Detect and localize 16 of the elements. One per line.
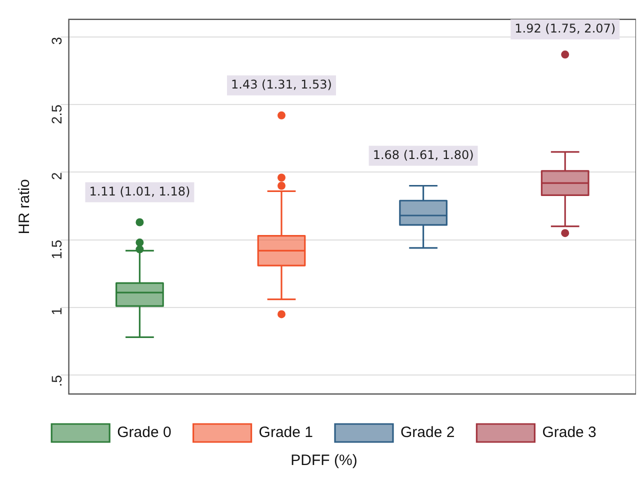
legend-label: Grade 0 [117, 424, 172, 442]
annotation: 1.43 (1.31, 1.53) [231, 78, 332, 92]
annotation: 1.68 (1.61, 1.80) [372, 148, 474, 162]
y-tick-label: 2 [48, 172, 65, 180]
y-tick-label: 2.5 [48, 104, 65, 124]
annotation: 1.11 (1.01, 1.18) [89, 184, 190, 198]
y-tick-label: 1 [48, 307, 65, 316]
x-axis-title: PDFF (%) [290, 452, 358, 470]
legend-label: Grade 2 [400, 424, 455, 442]
y-axis-title: HR ratio [16, 179, 34, 234]
legend-label: Grade 3 [542, 424, 596, 442]
y-tick-label: 3 [48, 36, 65, 45]
legend-label: Grade 1 [258, 424, 314, 442]
y-tick-label: 1.5 [48, 240, 65, 260]
annotation: 1.92 (1.75, 2.07) [514, 22, 616, 36]
y-tick-label: .5 [48, 374, 65, 387]
